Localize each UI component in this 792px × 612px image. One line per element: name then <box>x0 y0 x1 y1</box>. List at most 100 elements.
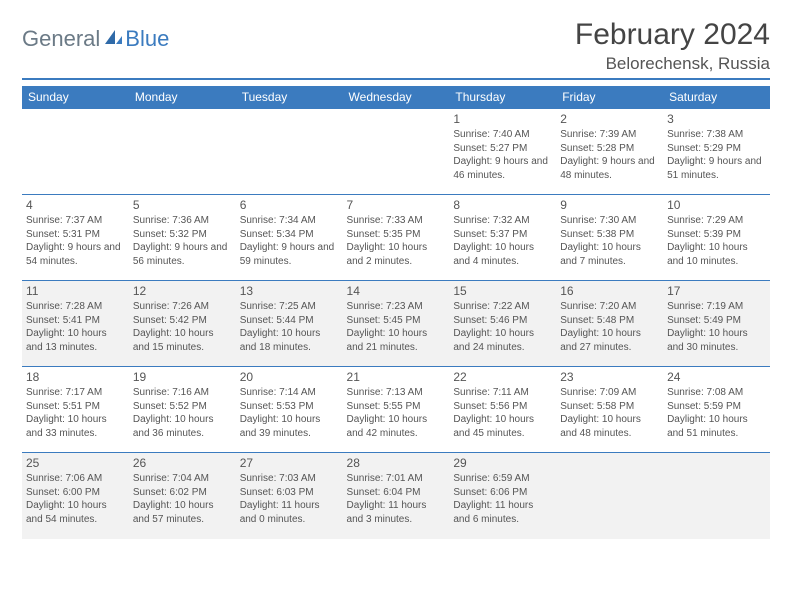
day-number: 4 <box>26 198 125 212</box>
day-number: 15 <box>453 284 552 298</box>
day-info: Sunrise: 7:01 AMSunset: 6:04 PMDaylight:… <box>347 472 446 526</box>
sunrise-text: Sunrise: 7:29 AM <box>667 214 766 228</box>
sail-icon <box>103 26 123 52</box>
sunrise-text: Sunrise: 7:36 AM <box>133 214 232 228</box>
sunrise-text: Sunrise: 7:16 AM <box>133 386 232 400</box>
day-info: Sunrise: 7:29 AMSunset: 5:39 PMDaylight:… <box>667 214 766 268</box>
calendar-day: 25Sunrise: 7:06 AMSunset: 6:00 PMDayligh… <box>22 453 129 539</box>
calendar-day <box>343 109 450 195</box>
sunset-text: Sunset: 5:45 PM <box>347 314 446 328</box>
sunset-text: Sunset: 5:53 PM <box>240 400 339 414</box>
day-number: 21 <box>347 370 446 384</box>
day-info: Sunrise: 7:09 AMSunset: 5:58 PMDaylight:… <box>560 386 659 440</box>
calendar-day: 16Sunrise: 7:20 AMSunset: 5:48 PMDayligh… <box>556 281 663 367</box>
sunset-text: Sunset: 5:59 PM <box>667 400 766 414</box>
day-info: Sunrise: 7:26 AMSunset: 5:42 PMDaylight:… <box>133 300 232 354</box>
day-number: 5 <box>133 198 232 212</box>
title-underline <box>22 78 770 80</box>
sunset-text: Sunset: 5:31 PM <box>26 228 125 242</box>
day-info: Sunrise: 7:32 AMSunset: 5:37 PMDaylight:… <box>453 214 552 268</box>
sunrise-text: Sunrise: 7:40 AM <box>453 128 552 142</box>
day-info: Sunrise: 7:16 AMSunset: 5:52 PMDaylight:… <box>133 386 232 440</box>
day-number: 16 <box>560 284 659 298</box>
sunset-text: Sunset: 5:48 PM <box>560 314 659 328</box>
sunset-text: Sunset: 5:32 PM <box>133 228 232 242</box>
day-info: Sunrise: 7:13 AMSunset: 5:55 PMDaylight:… <box>347 386 446 440</box>
day-number: 8 <box>453 198 552 212</box>
day-header: Monday <box>129 86 236 109</box>
calendar-week: 4Sunrise: 7:37 AMSunset: 5:31 PMDaylight… <box>22 195 770 281</box>
calendar-day: 13Sunrise: 7:25 AMSunset: 5:44 PMDayligh… <box>236 281 343 367</box>
day-number: 1 <box>453 112 552 126</box>
day-number: 18 <box>26 370 125 384</box>
sunrise-text: Sunrise: 7:06 AM <box>26 472 125 486</box>
daylight-text: Daylight: 10 hours and 30 minutes. <box>667 327 766 354</box>
sunset-text: Sunset: 5:49 PM <box>667 314 766 328</box>
daylight-text: Daylight: 10 hours and 18 minutes. <box>240 327 339 354</box>
calendar-day: 8 Sunrise: 7:32 AMSunset: 5:37 PMDaylight… <box>449 195 556 281</box>
day-number: 17 <box>667 284 766 298</box>
daylight-text: Daylight: 11 hours and 3 minutes. <box>347 499 446 526</box>
daylight-text: Daylight: 10 hours and 4 minutes. <box>453 241 552 268</box>
calendar-day: 5 Sunrise: 7:36 AMSunset: 5:32 PMDaylight… <box>129 195 236 281</box>
sunset-text: Sunset: 5:38 PM <box>560 228 659 242</box>
day-info: Sunrise: 7:28 AMSunset: 5:41 PMDaylight:… <box>26 300 125 354</box>
daylight-text: Daylight: 10 hours and 57 minutes. <box>133 499 232 526</box>
calendar-day: 17 Sunrise: 7:19 AMSunset: 5:49 PMDayligh… <box>663 281 770 367</box>
brand-part1: General <box>22 26 100 52</box>
sunrise-text: Sunrise: 7:11 AM <box>453 386 552 400</box>
calendar-day: 2Sunrise: 7:39 AMSunset: 5:28 PMDaylight… <box>556 109 663 195</box>
day-number: 24 <box>667 370 766 384</box>
sunrise-text: Sunrise: 7:04 AM <box>133 472 232 486</box>
sunrise-text: Sunrise: 7:38 AM <box>667 128 766 142</box>
sunrise-text: Sunrise: 7:32 AM <box>453 214 552 228</box>
title-block: February 2024 Belorechensk, Russia <box>575 18 770 74</box>
sunset-text: Sunset: 5:44 PM <box>240 314 339 328</box>
calendar-day: 12Sunrise: 7:26 AMSunset: 5:42 PMDayligh… <box>129 281 236 367</box>
day-number: 27 <box>240 456 339 470</box>
calendar-day: 26Sunrise: 7:04 AMSunset: 6:02 PMDayligh… <box>129 453 236 539</box>
daylight-text: Daylight: 10 hours and 15 minutes. <box>133 327 232 354</box>
day-header: Saturday <box>663 86 770 109</box>
sunset-text: Sunset: 5:46 PM <box>453 314 552 328</box>
day-number: 28 <box>347 456 446 470</box>
day-header: Sunday <box>22 86 129 109</box>
day-info: Sunrise: 7:11 AMSunset: 5:56 PMDaylight:… <box>453 386 552 440</box>
daylight-text: Daylight: 10 hours and 48 minutes. <box>560 413 659 440</box>
calendar-day <box>663 453 770 539</box>
sunrise-text: Sunrise: 7:14 AM <box>240 386 339 400</box>
daylight-text: Daylight: 10 hours and 24 minutes. <box>453 327 552 354</box>
day-info: Sunrise: 7:17 AMSunset: 5:51 PMDaylight:… <box>26 386 125 440</box>
sunset-text: Sunset: 5:58 PM <box>560 400 659 414</box>
day-info: Sunrise: 7:25 AMSunset: 5:44 PMDaylight:… <box>240 300 339 354</box>
calendar-week: 25Sunrise: 7:06 AMSunset: 6:00 PMDayligh… <box>22 453 770 539</box>
daylight-text: Daylight: 9 hours and 54 minutes. <box>26 241 125 268</box>
brand-part2: Blue <box>125 26 169 52</box>
sunset-text: Sunset: 5:55 PM <box>347 400 446 414</box>
sunrise-text: Sunrise: 7:19 AM <box>667 300 766 314</box>
daylight-text: Daylight: 10 hours and 10 minutes. <box>667 241 766 268</box>
day-info: Sunrise: 7:39 AMSunset: 5:28 PMDaylight:… <box>560 128 659 182</box>
day-info: Sunrise: 7:03 AMSunset: 6:03 PMDaylight:… <box>240 472 339 526</box>
day-info: Sunrise: 7:36 AMSunset: 5:32 PMDaylight:… <box>133 214 232 268</box>
daylight-text: Daylight: 10 hours and 7 minutes. <box>560 241 659 268</box>
sunset-text: Sunset: 5:41 PM <box>26 314 125 328</box>
sunset-text: Sunset: 5:52 PM <box>133 400 232 414</box>
calendar-day: 15 Sunrise: 7:22 AMSunset: 5:46 PMDayligh… <box>449 281 556 367</box>
sunrise-text: Sunrise: 7:13 AM <box>347 386 446 400</box>
calendar-day: 28 Sunrise: 7:01 AMSunset: 6:04 PMDayligh… <box>343 453 450 539</box>
day-number: 23 <box>560 370 659 384</box>
calendar-week: 11Sunrise: 7:28 AMSunset: 5:41 PMDayligh… <box>22 281 770 367</box>
daylight-text: Daylight: 10 hours and 2 minutes. <box>347 241 446 268</box>
day-number: 7 <box>347 198 446 212</box>
daylight-text: Daylight: 11 hours and 6 minutes. <box>453 499 552 526</box>
day-number: 9 <box>560 198 659 212</box>
calendar-table: SundayMondayTuesdayWednesdayThursdayFrid… <box>22 86 770 539</box>
sunrise-text: Sunrise: 7:22 AM <box>453 300 552 314</box>
day-number: 6 <box>240 198 339 212</box>
location: Belorechensk, Russia <box>575 54 770 74</box>
sunset-text: Sunset: 5:42 PM <box>133 314 232 328</box>
calendar-day: 29Sunrise: 6:59 AMSunset: 6:06 PMDayligh… <box>449 453 556 539</box>
calendar-day <box>236 109 343 195</box>
day-info: Sunrise: 7:33 AMSunset: 5:35 PMDaylight:… <box>347 214 446 268</box>
